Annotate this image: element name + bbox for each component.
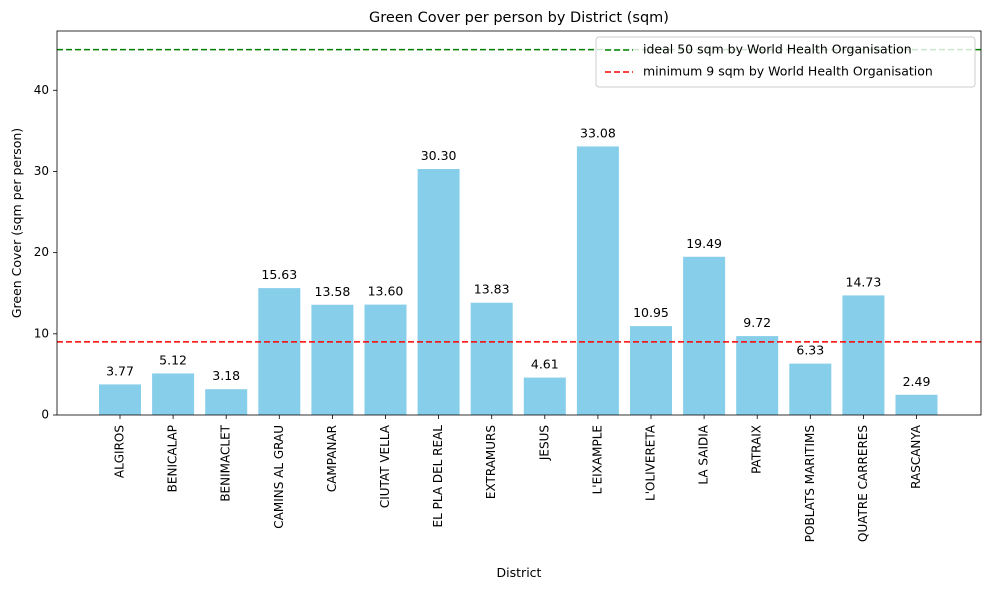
bar bbox=[842, 295, 885, 415]
y-tick-label: 10 bbox=[34, 326, 49, 340]
bar bbox=[576, 146, 619, 416]
x-tick-label: LA SAIDIA bbox=[697, 424, 711, 484]
data-label: 5.12 bbox=[159, 352, 187, 367]
y-tick-label: 0 bbox=[41, 408, 49, 422]
bar bbox=[99, 384, 141, 415]
bar bbox=[258, 288, 301, 415]
x-tick-label: ALGIROS bbox=[113, 425, 127, 478]
chart-title: Green Cover per person by District (sqm) bbox=[369, 10, 669, 26]
bar bbox=[683, 256, 726, 415]
x-tick-label: BENICALAP bbox=[166, 425, 180, 492]
bar bbox=[364, 304, 407, 415]
data-label: 33.08 bbox=[580, 125, 616, 140]
data-label: 3.18 bbox=[212, 368, 240, 383]
x-tick-label: QUATRE CARRERES bbox=[856, 425, 870, 542]
y-tick-label: 20 bbox=[34, 245, 49, 259]
bar bbox=[311, 304, 354, 415]
x-tick-label: JESUS bbox=[537, 425, 551, 461]
x-tick-label: BENIMACLET bbox=[219, 424, 233, 501]
x-tick-label: CIUTAT VELLA bbox=[378, 424, 392, 508]
bar bbox=[736, 336, 779, 415]
data-label: 3.77 bbox=[106, 363, 134, 378]
bar bbox=[630, 326, 672, 415]
bar bbox=[205, 389, 248, 415]
bar bbox=[470, 302, 513, 415]
bar bbox=[523, 377, 566, 415]
x-tick-label: POBLATS MARITIMS bbox=[803, 425, 817, 542]
legend-entry: minimum 9 sqm by World Health Organisati… bbox=[643, 64, 933, 79]
data-label: 13.60 bbox=[368, 284, 404, 299]
data-label: 19.49 bbox=[686, 236, 722, 251]
x-tick-label: PATRAIX bbox=[750, 425, 764, 474]
data-label: 9.72 bbox=[743, 315, 771, 330]
data-label: 4.61 bbox=[531, 357, 559, 372]
x-tick-label: L'EIXAMPLE bbox=[590, 425, 604, 494]
data-label: 15.63 bbox=[261, 267, 297, 282]
bar bbox=[417, 169, 460, 415]
data-label: 2.49 bbox=[903, 374, 931, 389]
bar bbox=[789, 363, 832, 415]
data-label: 13.83 bbox=[474, 282, 510, 297]
y-axis-label: Green Cover (sqm per person) bbox=[9, 128, 24, 318]
x-tick-label: RASCANYA bbox=[909, 424, 923, 489]
data-label: 10.95 bbox=[633, 305, 669, 320]
data-label: 13.58 bbox=[315, 284, 351, 299]
data-label: 30.30 bbox=[421, 148, 457, 163]
y-tick-label: 40 bbox=[34, 83, 49, 97]
x-tick-label: CAMPANAR bbox=[325, 425, 339, 492]
bar bbox=[152, 373, 195, 415]
bar bbox=[895, 394, 938, 415]
x-tick-label: EXTRAMURS bbox=[484, 425, 498, 499]
legend-entry: ideal 50 sqm by World Health Organisatio… bbox=[643, 42, 912, 57]
x-axis-label: District bbox=[497, 565, 542, 580]
plot-frame bbox=[56, 30, 982, 416]
plot-area: 3.77 ALGIROS 5.12 BENICALAP 3.18 BENIMACLET 15… bbox=[34, 30, 982, 542]
legend-box bbox=[595, 36, 976, 88]
data-label: 6.33 bbox=[796, 343, 824, 358]
x-tick-label: EL PLA DEL REAL bbox=[431, 425, 445, 528]
x-tick-label: L'OLIVERETA bbox=[644, 424, 658, 501]
x-tick-label: CAMINS AL GRAU bbox=[272, 425, 286, 529]
y-tick-label: 30 bbox=[34, 164, 49, 178]
data-label: 14.73 bbox=[846, 274, 882, 289]
